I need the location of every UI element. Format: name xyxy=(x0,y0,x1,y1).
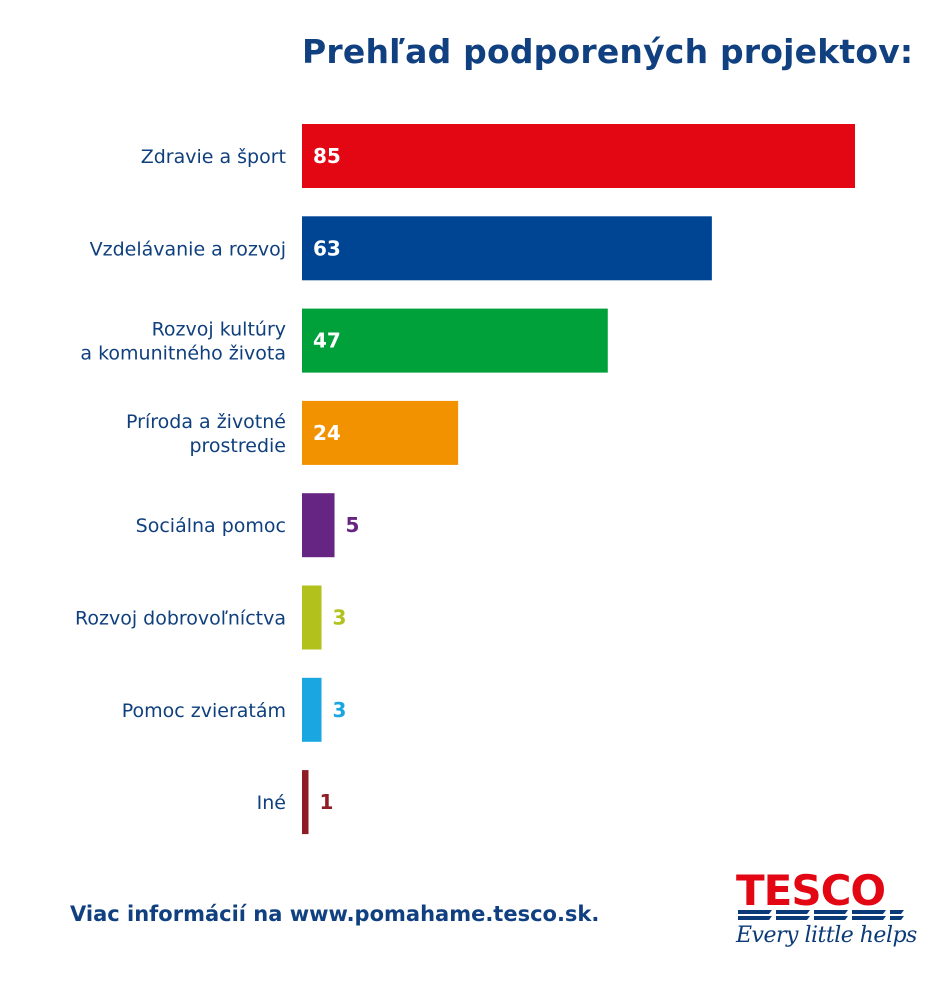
bar-0 xyxy=(302,124,855,188)
category-label: Iné xyxy=(257,792,286,814)
footer-info-link[interactable]: Viac informácií na www.pomahame.tesco.sk… xyxy=(70,902,600,926)
bar-value-label: 1 xyxy=(320,790,334,814)
bar-value-label: 5 xyxy=(346,513,360,537)
bar-5 xyxy=(302,585,322,650)
category-label: Príroda a životné xyxy=(126,411,286,433)
logo-wordmark: TESCO xyxy=(736,866,886,915)
category-label: Sociálna pomoc xyxy=(136,515,286,537)
chart-title: Prehľad podporených projektov: xyxy=(302,32,914,71)
category-label: prostredie xyxy=(189,435,286,457)
bar-chart: 85 Zdravie a šport 63 Vzdelávanie a rozvoj 4… xyxy=(75,124,855,835)
bar-value-label: 85 xyxy=(313,144,341,168)
category-label: Vzdelávanie a rozvoj xyxy=(90,238,286,260)
bar-4 xyxy=(302,493,335,558)
bar-3 xyxy=(302,400,459,465)
bar-value-label: 3 xyxy=(333,606,347,630)
category-label: Rozvoj dobrovoľníctva xyxy=(75,608,286,630)
logo-tagline: Every little helps xyxy=(736,923,917,948)
bar-value-label: 47 xyxy=(313,329,341,353)
bar-1 xyxy=(302,216,712,281)
bar-7 xyxy=(302,770,309,835)
tesco-logo: TESCO Every little helps xyxy=(736,866,917,960)
tesco-stripes-icon xyxy=(738,910,904,920)
bar-2 xyxy=(302,308,608,373)
category-label: Rozvoj kultúry xyxy=(152,319,286,341)
bar-6 xyxy=(302,677,322,742)
bar-value-label: 63 xyxy=(313,236,341,260)
bar-value-label: 3 xyxy=(333,698,347,722)
bar-value-label: 24 xyxy=(313,421,341,445)
category-label: Zdravie a šport xyxy=(141,146,286,168)
category-label: Pomoc zvieratám xyxy=(122,700,286,722)
category-label: a komunitného života xyxy=(80,343,286,365)
